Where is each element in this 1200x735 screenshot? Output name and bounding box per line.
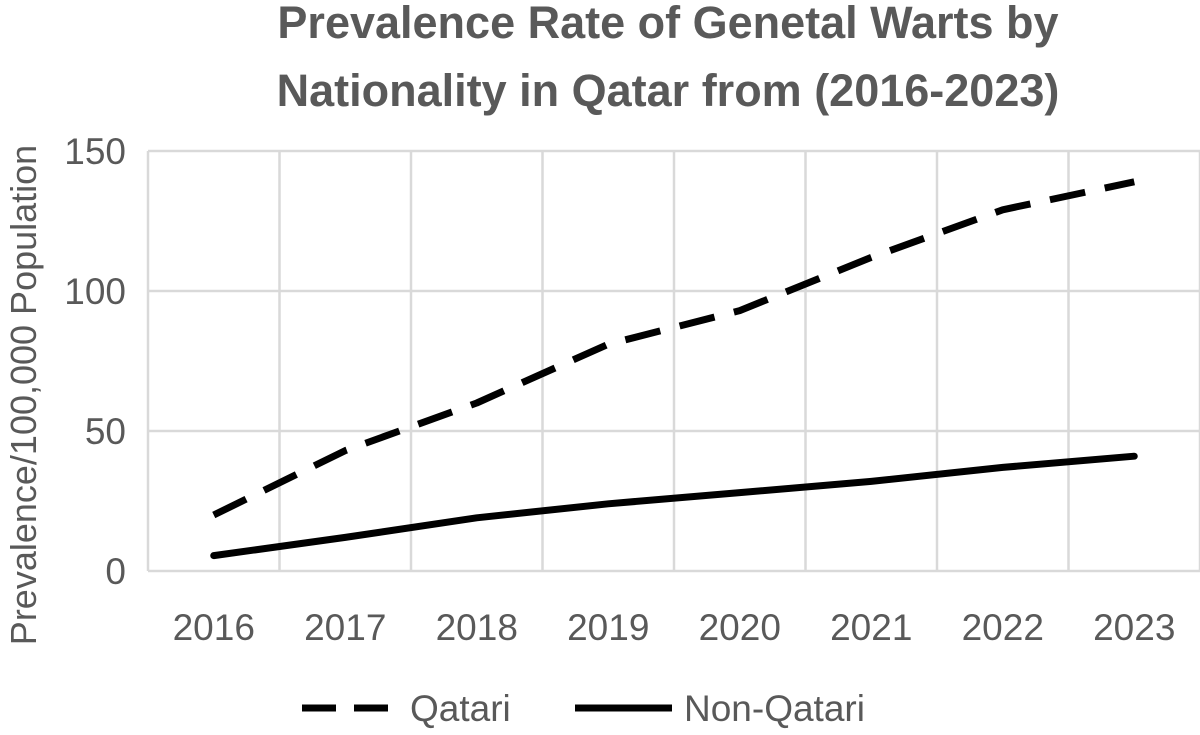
y-tick-label: 50 xyxy=(85,411,126,452)
y-axis-label: Prevalence/100,000 Population xyxy=(3,145,44,645)
y-tick-label: 0 xyxy=(105,551,126,592)
y-axis-ticks: 0 50 100 150 xyxy=(64,131,126,592)
x-tick-label: 2021 xyxy=(830,607,912,648)
y-tick-label: 100 xyxy=(64,271,126,312)
legend: Qatari Non-Qatari xyxy=(302,688,865,729)
y-tick-label: 150 xyxy=(64,131,126,172)
data-series xyxy=(210,178,1138,560)
chart-title-line-2: Nationality in Qatar from (2016-2023) xyxy=(277,65,1060,116)
x-tick-label: 2017 xyxy=(304,607,386,648)
x-axis-ticks: 2016 2017 2018 2019 2020 2021 2022 2023 xyxy=(173,607,1176,648)
series-line-qatari xyxy=(212,178,1135,519)
x-tick-label: 2023 xyxy=(1093,607,1175,648)
chart-title-line-1: Prevalence Rate of Genetal Warts by xyxy=(277,0,1058,48)
series-line-non-qatari xyxy=(210,452,1138,560)
gridlines xyxy=(146,149,1200,573)
legend-label-non-qatari: Non-Qatari xyxy=(684,688,865,729)
x-tick-label: 2019 xyxy=(567,607,649,648)
x-tick-label: 2018 xyxy=(436,607,518,648)
legend-label-qatari: Qatari xyxy=(410,688,511,729)
x-tick-label: 2016 xyxy=(173,607,255,648)
x-tick-label: 2020 xyxy=(699,607,781,648)
x-tick-label: 2022 xyxy=(962,607,1044,648)
